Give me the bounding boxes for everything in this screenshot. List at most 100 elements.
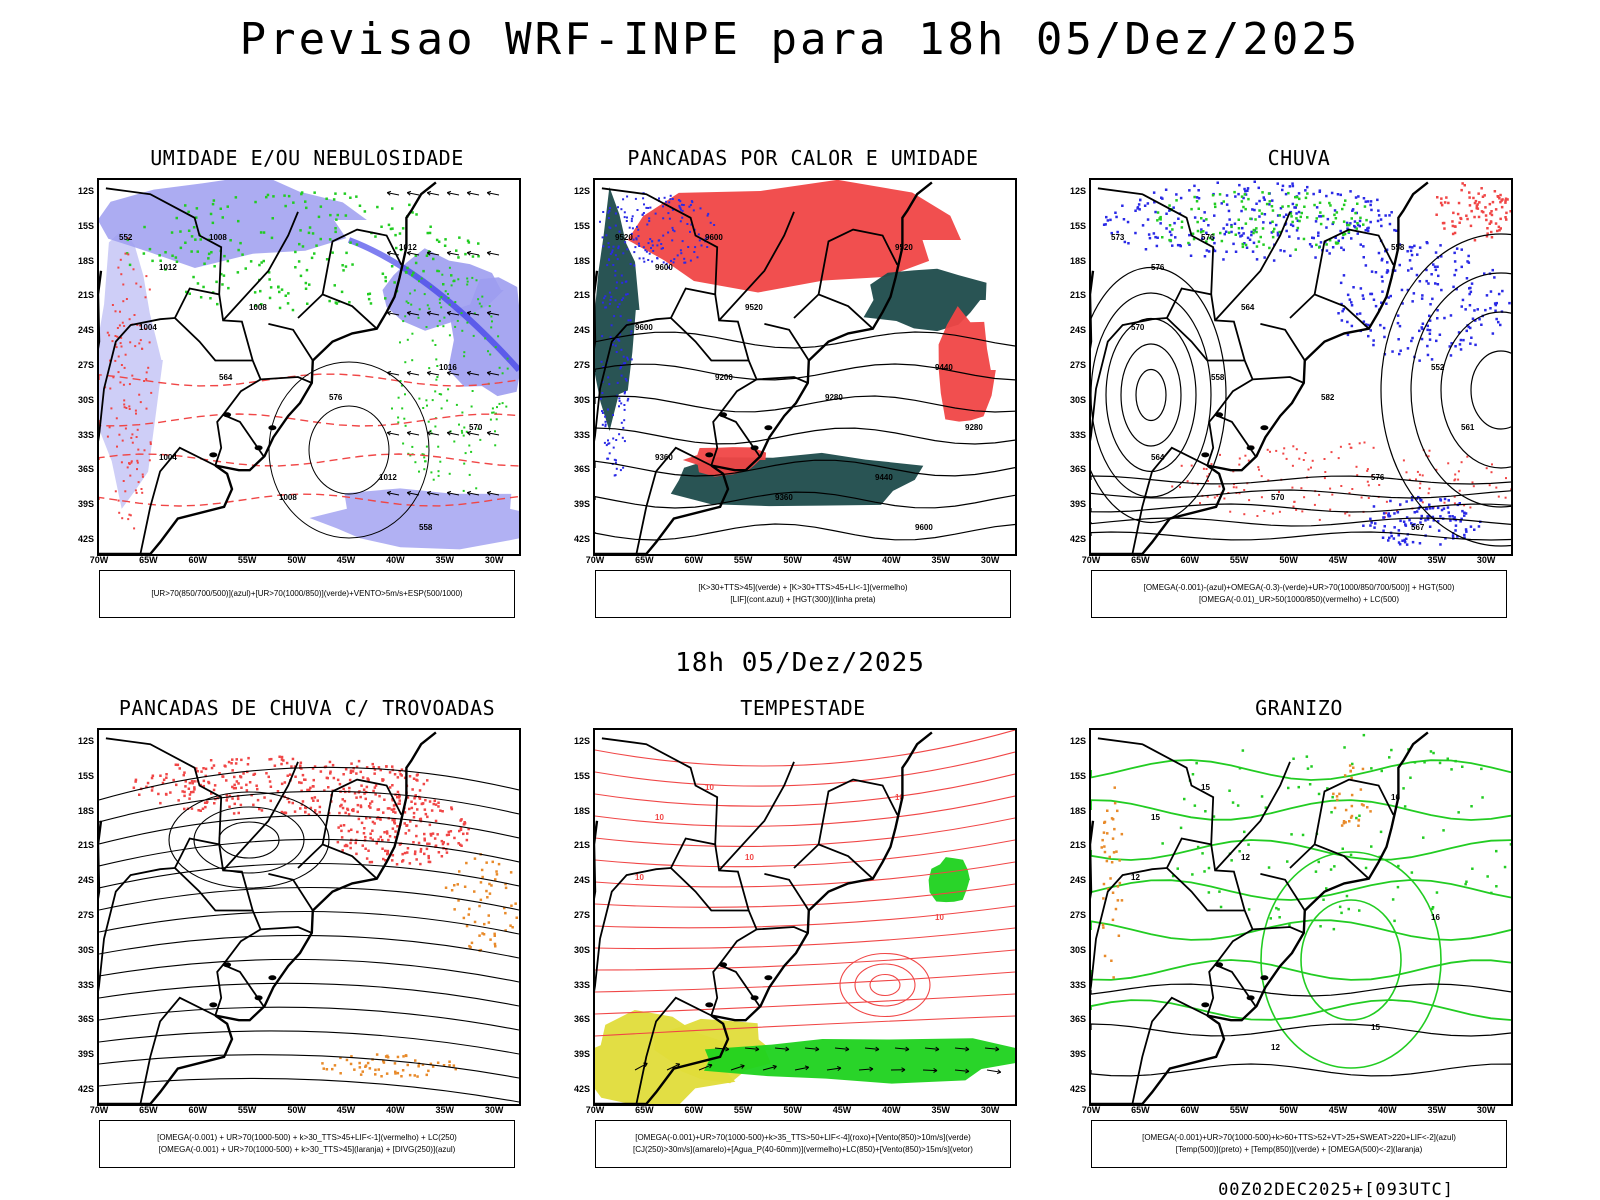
- wind-850-vector-head: [708, 1063, 713, 1069]
- humidity-low-green: [271, 217, 274, 220]
- lif-blue-contour: [604, 423, 607, 426]
- lif-blue-contour: [683, 261, 686, 264]
- thunderstorm-red-area: [332, 776, 336, 780]
- omega-blue-area: [1438, 333, 1442, 336]
- thunderstorm-red-area: [459, 828, 463, 831]
- humidity-low-green: [407, 302, 410, 304]
- thunderstorm-orange-area: [491, 860, 494, 864]
- humidity-low-green: [394, 233, 397, 237]
- temperature-850-contour: [1241, 749, 1245, 752]
- rain-red-area: [1263, 510, 1266, 512]
- omega-blue-area: [1207, 224, 1210, 227]
- thunderstorm-red-area: [373, 772, 376, 775]
- temperature-850-contour: [1310, 765, 1313, 768]
- omega-blue-area: [1418, 280, 1422, 283]
- omega-blue-area: [1358, 219, 1362, 223]
- humidity-low-green: [447, 293, 449, 295]
- omega-blue-area: [1437, 529, 1441, 532]
- thickness-red-dots: [111, 340, 114, 343]
- streamline-850: [595, 861, 1015, 888]
- thunderstorm-red-area: [417, 841, 421, 845]
- omega-blue-area: [1411, 336, 1414, 340]
- temperature-850-contour: [1196, 845, 1200, 849]
- rain-red-area: [1256, 515, 1259, 517]
- contour-label: 16: [1431, 913, 1440, 922]
- omega-blue-area: [1447, 511, 1450, 514]
- temperature-850-contour: [1183, 797, 1186, 801]
- latitude-tick-label: 42S: [573, 1084, 590, 1094]
- wind-vector: [467, 432, 480, 436]
- thickness-red-dots: [123, 403, 126, 406]
- latitude-tick-label: 30S: [573, 944, 590, 955]
- rain-red-area: [1447, 462, 1450, 465]
- wind-850-vector-head: [845, 1046, 850, 1052]
- rain-red-area: [1491, 463, 1493, 466]
- omega-blue-area: [1285, 229, 1288, 233]
- omega-green-area: [1265, 202, 1269, 206]
- temperature-850-contour: [1286, 860, 1289, 863]
- panel-2-map-canvas: 9600960096009520952094409440936093609280…: [595, 180, 1015, 554]
- thunderstorm-red-area: [187, 787, 191, 790]
- omega-500-orange-area: [1115, 850, 1118, 853]
- thunderstorm-red-area: [286, 774, 289, 777]
- omega-blue-area: [1193, 184, 1196, 188]
- temperature-850-contour: [1277, 908, 1280, 911]
- latitude-tick-label: 42S: [1069, 534, 1086, 544]
- temperature-850-contour: [1260, 795, 1264, 798]
- humidity-low-green: [466, 321, 469, 324]
- omega-blue-area: [1432, 519, 1435, 522]
- thunderstorm-red-area: [406, 847, 410, 850]
- rain-red-area: [1421, 501, 1424, 504]
- omega-blue-area: [1172, 206, 1175, 209]
- omega-green-area: [1290, 215, 1293, 218]
- rain-red-area: [1494, 222, 1498, 225]
- omega-green-area: [1295, 203, 1298, 207]
- omega-green-area: [1241, 245, 1245, 249]
- rain-red-area: [1421, 474, 1424, 477]
- thunderstorm-red-area: [369, 806, 372, 809]
- omega-blue-area: [1468, 287, 1471, 290]
- rain-red-area: [1428, 487, 1431, 490]
- omega-blue-area: [1383, 335, 1386, 339]
- latitude-tick-label: 15S: [573, 220, 590, 231]
- thunderstorm-red-area: [350, 828, 353, 831]
- wind-vector-head: [426, 250, 432, 256]
- humidity-low-green: [199, 296, 203, 299]
- temperature-850-contour: [1091, 759, 1511, 781]
- humidity-low-green: [448, 334, 451, 337]
- longitude-tick-label: 60W: [188, 1105, 208, 1115]
- humidity-low-green: [262, 231, 266, 234]
- lif-blue-contour: [681, 203, 683, 206]
- thunderstorm-red-area: [371, 829, 374, 832]
- omega-blue-area: [1380, 224, 1383, 228]
- thunderstorm-orange-area: [486, 896, 489, 899]
- omega-blue-area: [1126, 220, 1130, 224]
- streamline-850: [595, 839, 1015, 868]
- humidity-low-green: [268, 278, 271, 281]
- thunderstorm-red-area: [193, 780, 196, 783]
- rain-red-area: [1186, 480, 1189, 483]
- omega-blue-area: [1397, 338, 1400, 341]
- thickness-red-dots: [131, 433, 134, 436]
- thunderstorm-orange-area: [488, 882, 491, 886]
- omega-blue-area: [1497, 320, 1500, 324]
- omega-blue-area: [1494, 303, 1497, 307]
- omega-green-area: [1347, 230, 1351, 233]
- thunderstorm-orange-area: [485, 889, 488, 893]
- thunderstorm-red-area: [391, 765, 394, 768]
- humidity-low-green: [227, 286, 230, 290]
- thunderstorm-red-area: [172, 778, 175, 782]
- thunderstorm-red-area: [210, 792, 213, 795]
- humidity-low-green: [492, 411, 495, 414]
- lif-blue-contour: [688, 205, 691, 208]
- humidity-low-green: [355, 195, 358, 198]
- humidity-low-green: [409, 292, 412, 295]
- omega-blue-area: [1477, 525, 1481, 528]
- thickness-red-dots: [114, 310, 117, 313]
- rain-red-area: [1439, 201, 1443, 205]
- thickness-red-dots: [112, 376, 115, 379]
- thunderstorm-orange-area: [450, 889, 454, 892]
- thunderstorm-red-area: [362, 832, 366, 835]
- lif-blue-contour: [623, 216, 626, 219]
- longitude-tick-label: 35W: [931, 1105, 951, 1115]
